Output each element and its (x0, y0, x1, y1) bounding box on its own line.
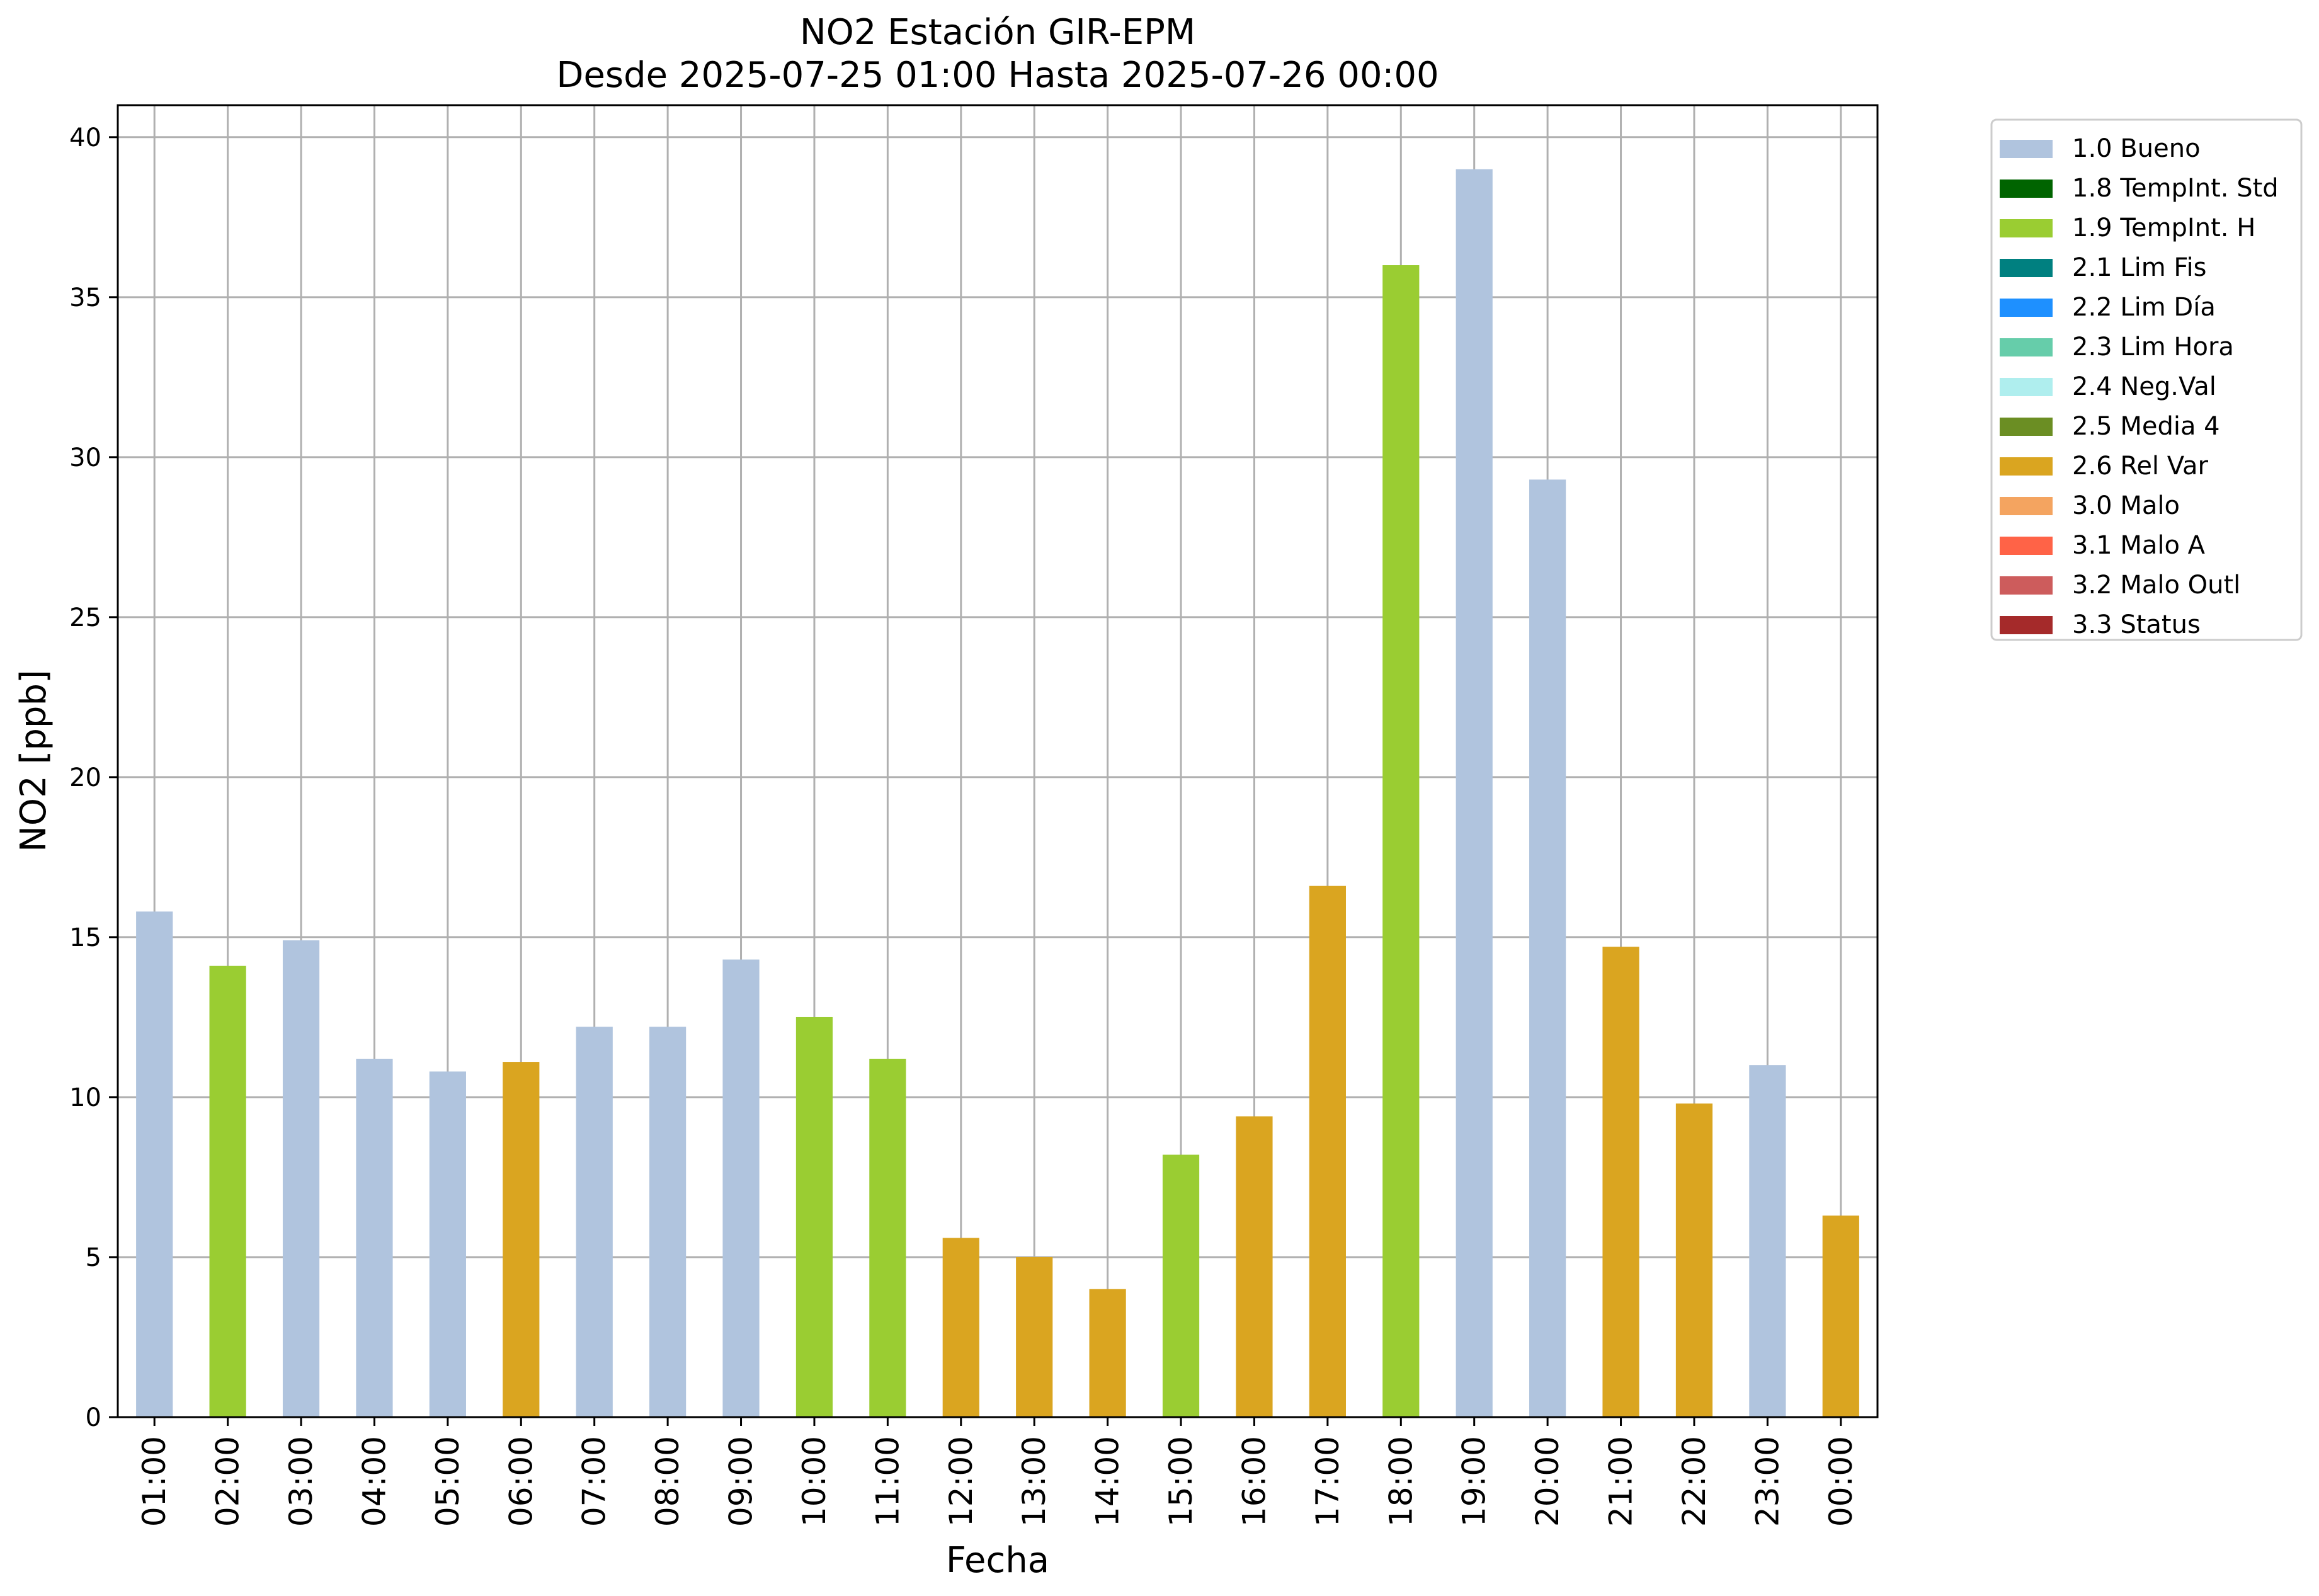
bar-0600 (503, 1062, 540, 1417)
bar-1500 (1162, 1154, 1200, 1417)
legend-label: 3.2 Malo Outl (2072, 571, 2240, 600)
x-tick-label: 22:00 (1676, 1436, 1712, 1527)
bar-1700 (1309, 886, 1346, 1417)
x-tick-label: 16:00 (1236, 1436, 1272, 1527)
legend-label: 1.8 TempInt. Std (2072, 174, 2279, 203)
plot-area-frame (117, 104, 1879, 1418)
legend-label: 1.0 Bueno (2072, 134, 2201, 163)
legend-swatch (2000, 140, 2053, 158)
bar-0400 (356, 1058, 393, 1417)
legend-swatch (2000, 259, 2053, 277)
x-tick-label: 19:00 (1456, 1436, 1493, 1527)
bars (136, 169, 1859, 1418)
legend-swatch (2000, 180, 2053, 198)
legend-label: 2.4 Neg.Val (2072, 372, 2216, 401)
legend-label: 3.3 Status (2072, 610, 2201, 639)
bar-0100 (136, 911, 173, 1417)
y-axis-label: NO2 [ppb] (13, 670, 54, 852)
y-tick-label: 10 (69, 1083, 101, 1112)
bar-0900 (722, 959, 760, 1417)
y-tick-label: 25 (69, 603, 101, 632)
legend-swatch (2000, 537, 2053, 555)
legend-swatch (2000, 219, 2053, 237)
bar-0300 (282, 940, 320, 1417)
bar-2200 (1675, 1103, 1713, 1417)
legend-swatch (2000, 497, 2053, 515)
x-tick-label: 17:00 (1309, 1436, 1346, 1527)
y-axis-ticks: 0 5 10 15 20 25 30 35 40 (69, 123, 118, 1432)
x-tick-label: 15:00 (1163, 1436, 1199, 1527)
x-tick-label: 11:00 (869, 1436, 906, 1527)
x-tick-label: 05:00 (430, 1436, 466, 1527)
chart-title-line-1: NO2 Estación GIR-EPM (800, 12, 1195, 53)
legend-label: 2.2 Lim Día (2072, 293, 2216, 322)
x-tick-label: 20:00 (1529, 1436, 1566, 1527)
legend-label: 3.0 Malo (2072, 491, 2180, 520)
legend-label: 1.9 TempInt. H (2072, 214, 2255, 242)
bar-1000 (795, 1017, 833, 1417)
y-tick-label: 5 (86, 1243, 101, 1272)
bar-1800 (1382, 265, 1420, 1417)
x-tick-label: 02:00 (210, 1436, 246, 1527)
legend-label: 2.5 Media 4 (2072, 412, 2220, 441)
y-tick-label: 40 (69, 123, 101, 152)
legend-label: 2.6 Rel Var (2072, 452, 2209, 481)
bar-1400 (1089, 1289, 1126, 1417)
legend-swatch (2000, 338, 2053, 356)
legend-swatch (2000, 299, 2053, 317)
chart-title-line-2: Desde 2025-07-25 01:00 Hasta 2025-07-26 … (556, 55, 1439, 96)
x-tick-label: 08:00 (649, 1436, 686, 1527)
x-axis-ticks: 01:00 02:00 03:00 04:00 05:00 06:00 07:00 08:00… (136, 1417, 1859, 1527)
x-tick-label: 00:00 (1823, 1436, 1859, 1527)
x-tick-label: 06:00 (503, 1436, 539, 1527)
bar-2000 (1529, 479, 1566, 1418)
x-tick-label: 14:00 (1090, 1436, 1126, 1527)
x-tick-label: 12:00 (943, 1436, 979, 1527)
bar-1900 (1456, 169, 1493, 1417)
bar-0700 (576, 1027, 613, 1417)
legend: 1.0 Bueno 1.8 TempInt. Std 1.9 TempInt. H 2… (1990, 118, 2303, 641)
legend-label: 2.1 Lim Fis (2072, 253, 2206, 282)
x-tick-label: 10:00 (796, 1436, 833, 1527)
x-axis-label: Fecha (946, 1540, 1049, 1581)
bar-1100 (869, 1058, 906, 1417)
x-tick-label: 09:00 (723, 1436, 760, 1527)
x-tick-label: 01:00 (136, 1436, 173, 1527)
bar-0500 (429, 1071, 466, 1417)
y-tick-label: 0 (86, 1403, 101, 1432)
x-tick-label: 07:00 (576, 1436, 613, 1527)
bar-2100 (1602, 947, 1639, 1417)
bar-0000 (1822, 1215, 1859, 1417)
y-tick-label: 20 (69, 763, 101, 792)
legend-swatch (2000, 378, 2053, 396)
legend-swatch (2000, 457, 2053, 476)
y-tick-label: 35 (69, 283, 101, 312)
x-tick-label: 03:00 (283, 1436, 319, 1527)
bar-2300 (1749, 1065, 1786, 1417)
x-tick-label: 18:00 (1382, 1436, 1419, 1527)
legend-swatch (2000, 576, 2053, 595)
legend-label: 3.1 Malo A (2072, 531, 2206, 560)
legend-swatch (2000, 418, 2053, 436)
legend-label: 2.3 Lim Hora (2072, 333, 2234, 362)
bar-1200 (942, 1238, 979, 1417)
legend-frame (1990, 118, 2303, 641)
bar-0200 (209, 966, 246, 1417)
x-tick-label: 04:00 (356, 1436, 392, 1527)
bar-1600 (1236, 1116, 1273, 1417)
y-tick-label: 15 (69, 923, 101, 952)
bar-0800 (649, 1027, 687, 1417)
x-tick-label: 13:00 (1016, 1436, 1052, 1527)
bar-1300 (1016, 1257, 1053, 1417)
x-tick-label: 21:00 (1603, 1436, 1639, 1527)
x-tick-label: 23:00 (1749, 1436, 1786, 1527)
y-tick-label: 30 (69, 443, 101, 472)
legend-swatch (2000, 616, 2053, 634)
